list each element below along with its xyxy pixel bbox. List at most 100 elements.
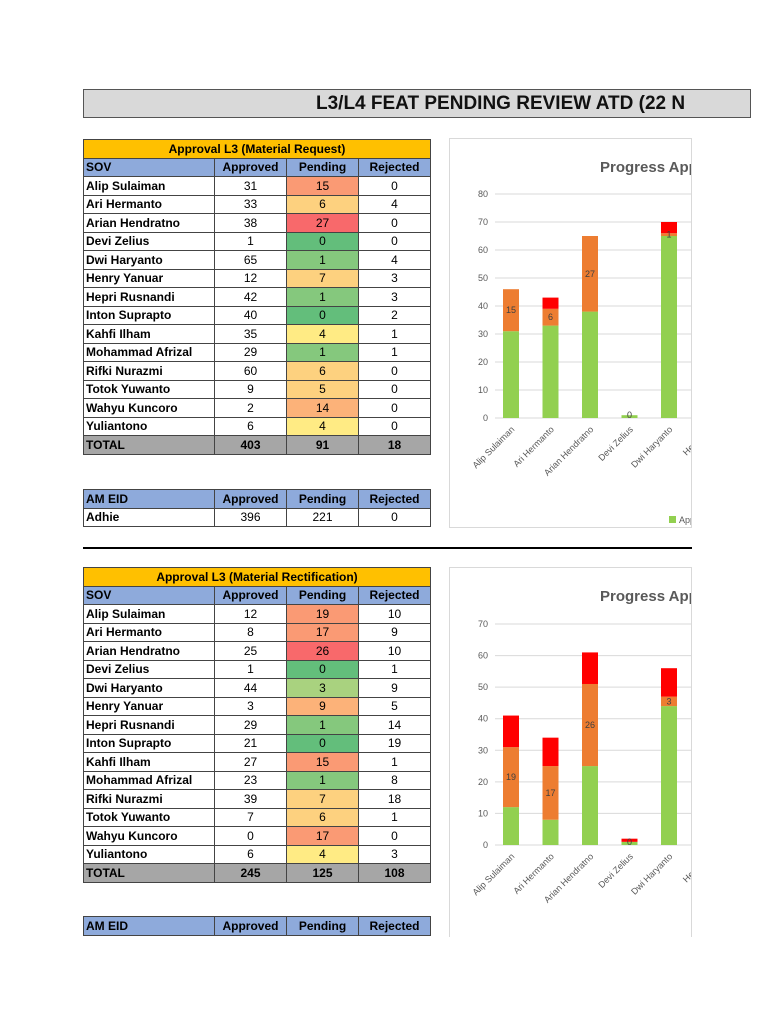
bar-segment	[621, 841, 638, 845]
am-rejected: 0	[358, 507, 431, 527]
pending-cell: 0	[286, 733, 359, 753]
pending-cell: 6	[286, 361, 359, 381]
bar-segment	[542, 819, 559, 845]
rejected-cell: 1	[358, 752, 431, 772]
rejected-cell: 0	[358, 379, 431, 399]
rejected-cell: 3	[358, 287, 431, 307]
section-divider	[83, 547, 692, 549]
column-header-pending: Pending	[286, 585, 359, 605]
column-header-pending: Pending	[286, 157, 359, 177]
data-label: 1	[666, 230, 671, 240]
sov-cell: Wahyu Kuncoro	[83, 826, 215, 846]
am-eid-table-2: AM EID Approved Pending Rejected	[83, 916, 431, 936]
sov-cell: Alip Sulaiman	[83, 176, 215, 196]
table-row: Mohammad Afrizal 23 1 8	[83, 770, 431, 790]
rejected-cell: 19	[358, 733, 431, 753]
bar-segment	[621, 838, 638, 842]
sov-cell: Yuliantono	[83, 844, 215, 864]
column-header-rejected: Rejected	[358, 157, 431, 177]
approved-cell: 33	[214, 194, 287, 214]
approved-cell: 1	[214, 231, 287, 251]
bar-segment	[542, 325, 559, 418]
rejected-cell: 4	[358, 194, 431, 214]
table-row: Alip Sulaiman 12 19 10	[83, 604, 431, 624]
table-row: Totok Yuwanto 7 6 1	[83, 807, 431, 827]
approved-cell: 12	[214, 268, 287, 288]
y-tick-label: 20	[478, 777, 488, 787]
sov-cell: Arian Hendratno	[83, 641, 215, 661]
rejected-cell: 4	[358, 250, 431, 270]
x-tick-label: Dwi Haryanto	[629, 851, 674, 896]
approved-cell: 23	[214, 770, 287, 790]
column-header-rejected: Rejected	[358, 916, 431, 936]
bar-segment	[661, 233, 677, 236]
table-row: Inton Suprapto 40 0 2	[83, 305, 431, 325]
column-header-sov: SOV	[83, 157, 215, 177]
rejected-cell: 10	[358, 604, 431, 624]
bar-segment	[621, 415, 638, 418]
pending-cell: 1	[286, 715, 359, 735]
data-label: 6	[548, 312, 553, 322]
y-tick-label: 30	[478, 329, 488, 339]
pending-cell: 7	[286, 789, 359, 809]
legend-swatch	[669, 516, 676, 523]
pending-cell: 19	[286, 604, 359, 624]
bar-segment	[661, 236, 677, 418]
approved-cell: 29	[214, 715, 287, 735]
approved-cell: 27	[214, 752, 287, 772]
approved-cell: 2	[214, 398, 287, 418]
approved-cell: 8	[214, 622, 287, 642]
total-label: TOTAL	[83, 863, 215, 883]
am-approved: 396	[214, 507, 287, 527]
approved-cell: 39	[214, 789, 287, 809]
y-tick-label: 60	[478, 245, 488, 255]
rejected-cell: 5	[358, 696, 431, 716]
table-row: Arian Hendratno 25 26 10	[83, 641, 431, 661]
table-row: Rifki Nurazmi 39 7 18	[83, 789, 431, 809]
bar-segment	[503, 331, 519, 418]
y-tick-label: 0	[483, 840, 488, 850]
sov-cell: Mohammad Afrizal	[83, 342, 215, 362]
bar-segment	[542, 737, 559, 767]
progress-chart-2: Progress Appr01020304050607019Alip Sulai…	[470, 588, 692, 905]
table-row: Ari Hermanto 33 6 4	[83, 194, 431, 214]
table-row: Yuliantono 6 4 3	[83, 844, 431, 864]
pending-cell: 3	[286, 678, 359, 698]
x-tick-label: Henry Ya	[681, 851, 692, 884]
approved-cell: 9	[214, 379, 287, 399]
data-label: 0	[627, 410, 632, 420]
am-name: Adhie	[83, 507, 215, 527]
y-tick-label: 70	[478, 619, 488, 629]
table-row: Henry Yanuar 12 7 3	[83, 268, 431, 288]
table-row: Wahyu Kuncoro 0 17 0	[83, 826, 431, 846]
table-caption: Approval L3 (Material Rectification)	[83, 567, 431, 587]
pending-cell: 1	[286, 342, 359, 362]
chart-panel-1: Progress Appr0102030405060708015Alip Sul…	[449, 138, 692, 528]
approved-cell: 31	[214, 176, 287, 196]
approved-cell: 7	[214, 807, 287, 827]
column-header-am-eid: AM EID	[83, 489, 215, 509]
pending-cell: 15	[286, 176, 359, 196]
sov-cell: Ari Hermanto	[83, 622, 215, 642]
progress-chart-1: Progress Appr0102030405060708015Alip Sul…	[470, 159, 691, 525]
sov-cell: Arian Hendratno	[83, 213, 215, 233]
y-tick-label: 0	[483, 413, 488, 423]
approved-cell: 60	[214, 361, 287, 381]
rejected-cell: 14	[358, 715, 431, 735]
pending-cell: 0	[286, 305, 359, 325]
bar-segment	[582, 236, 598, 312]
pending-cell: 7	[286, 268, 359, 288]
table-caption: Approval L3 (Material Request)	[83, 139, 431, 159]
total-approved: 245	[214, 863, 287, 883]
pending-cell: 4	[286, 416, 359, 436]
sov-cell: Henry Yanuar	[83, 696, 215, 716]
table-row: Yuliantono 6 4 0	[83, 416, 431, 436]
total-row: TOTAL 245 125 108	[83, 863, 431, 883]
approved-cell: 44	[214, 678, 287, 698]
rejected-cell: 1	[358, 807, 431, 827]
sov-cell: Devi Zelius	[83, 659, 215, 679]
y-tick-label: 10	[478, 808, 488, 818]
sov-cell: Inton Suprapto	[83, 733, 215, 753]
bar-segment	[661, 222, 677, 234]
sov-cell: Rifki Nurazmi	[83, 789, 215, 809]
